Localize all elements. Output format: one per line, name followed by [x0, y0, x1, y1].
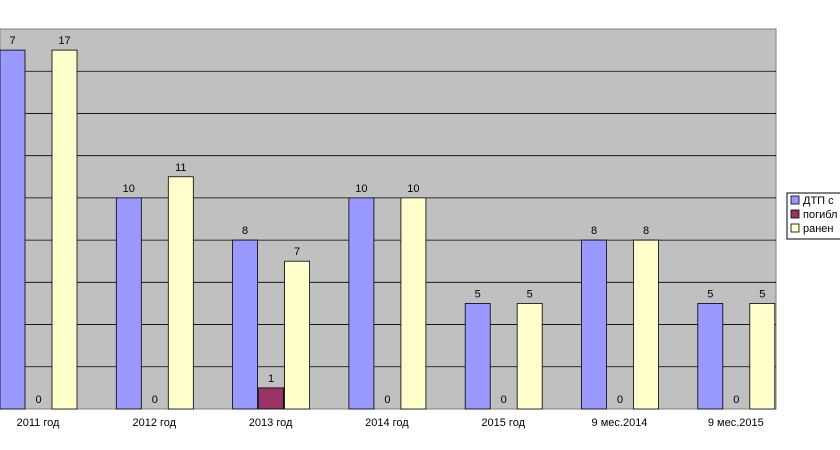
data-label: 10 — [355, 183, 367, 195]
bar-ranen — [516, 303, 543, 410]
bar-ranen — [167, 176, 194, 410]
bar-dtp — [697, 303, 724, 410]
data-label: 1 — [268, 373, 274, 385]
bars-group — [0, 49, 776, 410]
data-label: 7 — [294, 246, 300, 258]
legend-label: ДТП с — [803, 195, 834, 207]
data-label: 5 — [527, 288, 533, 300]
bar-ranen — [633, 239, 659, 410]
data-label: 0 — [152, 394, 158, 406]
legend-label: погибл — [803, 209, 837, 221]
legend-swatch — [790, 209, 800, 219]
bar-dtp — [464, 303, 491, 410]
bar-ranen — [284, 260, 311, 410]
data-label: 0 — [733, 394, 739, 406]
bar-ranen — [51, 49, 78, 410]
x-tick-label: 2011 год — [17, 417, 60, 429]
bar-dtp — [348, 197, 375, 410]
data-label: 8 — [242, 225, 248, 237]
x-tick-label: 2013 год — [249, 417, 293, 429]
x-tick-label: 2015 год — [481, 417, 525, 429]
bar-ranen — [400, 197, 427, 410]
data-label: 0 — [617, 394, 623, 406]
bar-dtp — [232, 239, 259, 410]
data-label: 8 — [591, 225, 597, 237]
data-label: 10 — [407, 183, 419, 195]
data-label: 0 — [501, 394, 507, 406]
x-tick-label: 9 мес.2015 — [708, 417, 764, 429]
data-label: 5 — [475, 288, 481, 300]
legend-label: ранен — [803, 223, 834, 235]
x-tick-label: 9 мес.2014 — [592, 417, 648, 429]
data-label: 10 — [123, 183, 135, 195]
legend-swatch — [790, 223, 800, 233]
data-label: 5 — [707, 288, 713, 300]
data-label: 5 — [759, 288, 765, 300]
x-tick-labels-group: 2011 год 2012 год 2013 год 2014 год 2015 год… — [17, 417, 764, 429]
bar-pogib — [258, 387, 285, 410]
data-label: 7 — [9, 35, 15, 47]
data-label: 8 — [643, 225, 649, 237]
bar-dtp — [581, 239, 607, 410]
bar-dtp — [0, 49, 26, 410]
data-label: 11 — [175, 162, 186, 174]
data-label: 0 — [384, 394, 390, 406]
data-label: 0 — [35, 394, 41, 406]
x-tick-label: 2012 год — [133, 417, 177, 429]
legend-swatch — [790, 195, 800, 205]
bar-ranen — [749, 303, 776, 410]
bar-dtp — [115, 197, 142, 410]
legend: ДТП с погибл ранен — [786, 192, 840, 240]
data-label: 17 — [58, 35, 70, 47]
x-tick-label: 2014 год — [365, 417, 409, 429]
